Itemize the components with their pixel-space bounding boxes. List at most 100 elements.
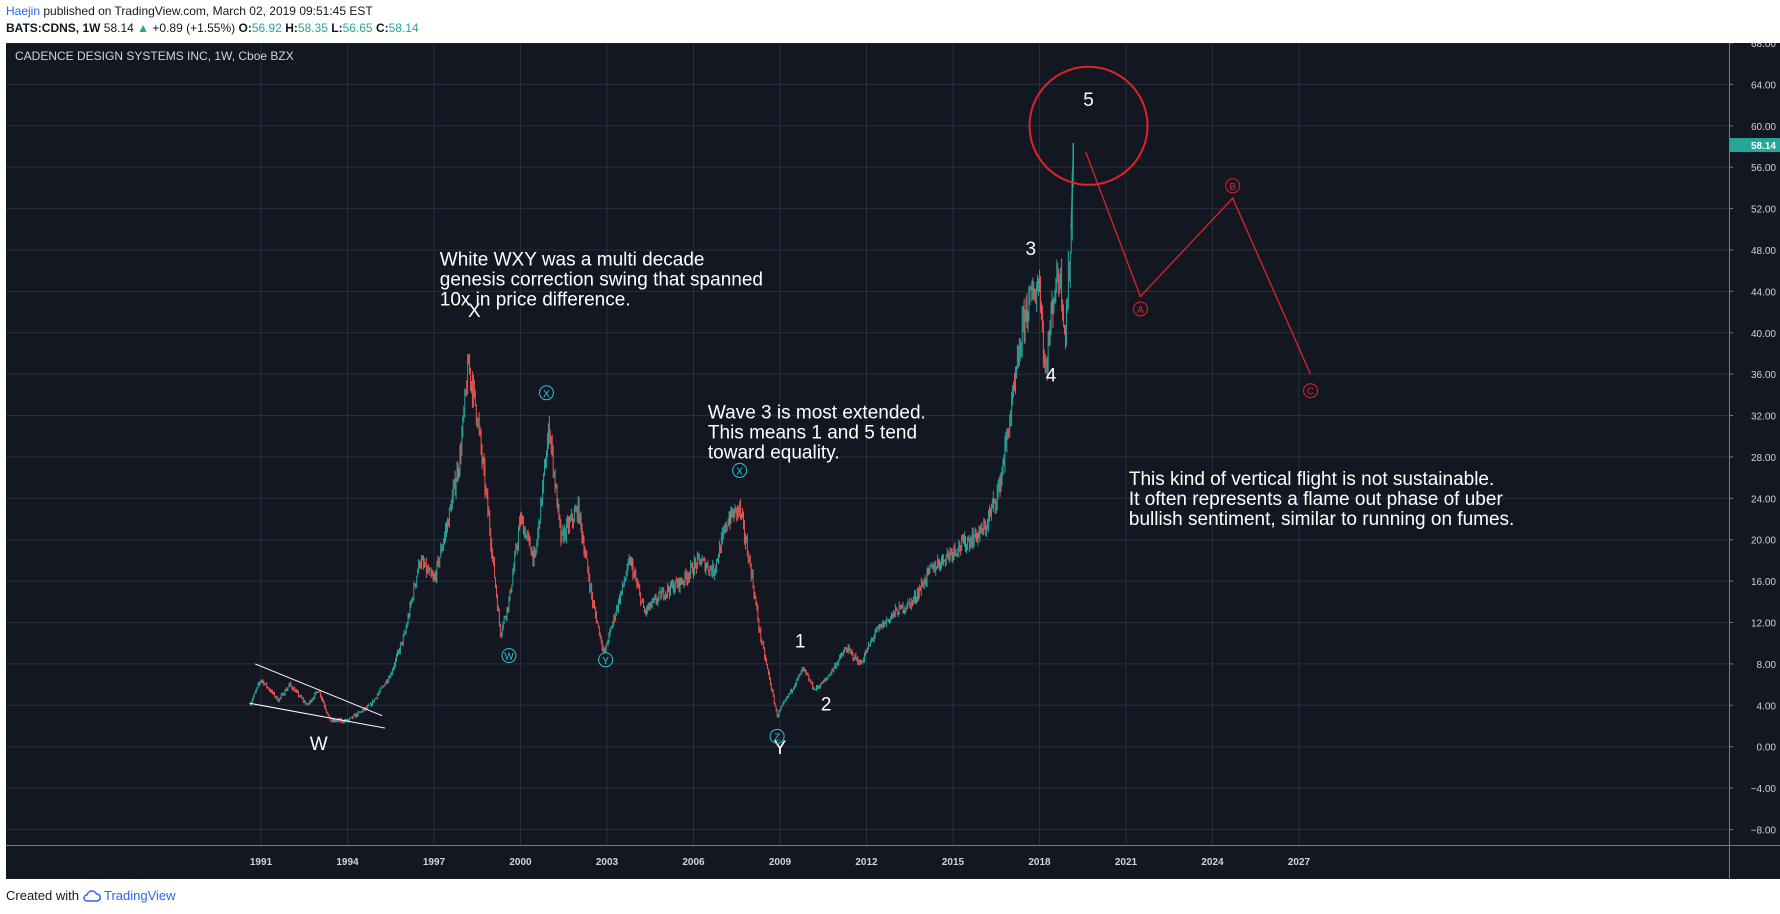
- x-axis-tick-label: 2021: [1115, 857, 1138, 868]
- annotation-3-line: bullish sentiment, similar to running on…: [1129, 509, 1514, 530]
- annotation-3-line: This kind of vertical flight is not sust…: [1129, 469, 1494, 490]
- y-axis-tick-label: 8.00: [1757, 660, 1777, 671]
- x-axis-tick-label: 2006: [682, 857, 705, 868]
- x-axis-tick-label: 2009: [769, 857, 792, 868]
- last-price: 58.14: [103, 21, 134, 35]
- tradingview-brand: TradingView: [103, 888, 176, 903]
- y-axis-tick-label: 40.00: [1751, 329, 1776, 340]
- wave-label-1: 1: [795, 631, 806, 652]
- cloud-icon: [83, 889, 101, 902]
- created-with-text: Created with: [6, 888, 79, 903]
- circled-label-w: W: [504, 652, 514, 663]
- high-label: H:: [285, 21, 298, 35]
- y-axis-tick-label: 64.00: [1751, 80, 1776, 91]
- grid-lines: [6, 43, 1729, 845]
- x-axis-tick-label: 1991: [250, 857, 273, 868]
- high-value: 58.35: [297, 21, 328, 35]
- price-change: +0.89 (+1.55%): [152, 21, 236, 35]
- circled-label-ring: [769, 728, 785, 744]
- circled-label-y: Y: [602, 656, 609, 667]
- wave-5-circle: [1028, 65, 1149, 186]
- close-value: 58.14: [388, 21, 419, 35]
- up-arrow-icon: ▲: [137, 21, 150, 35]
- wedge-trendline: [255, 663, 383, 717]
- y-axis-tick-label: 16.00: [1751, 577, 1776, 588]
- author-link[interactable]: Haejin: [6, 4, 41, 18]
- y-axis-tick-label: −8.00: [1751, 825, 1777, 836]
- publish-header: Haejin published on TradingView.com, Mar…: [6, 4, 373, 19]
- wedge-trendline: [249, 702, 386, 729]
- circled-label-ring: [1303, 383, 1319, 399]
- wave-label-2: 2: [821, 694, 832, 715]
- x-axis-tick-label: 1997: [423, 857, 446, 868]
- x-axis-tick-label: 2027: [1288, 857, 1311, 868]
- wave-label-4: 4: [1046, 365, 1057, 386]
- circled-label-ring: [1132, 301, 1148, 317]
- y-axis-tick-label: 24.00: [1751, 494, 1776, 505]
- annotation-2-line: Wave 3 is most extended.: [708, 403, 926, 424]
- y-axis-tick-label: 48.00: [1751, 246, 1776, 257]
- candles: [249, 142, 1074, 724]
- axes: 68.0064.0060.0056.0052.0048.0044.0040.00…: [6, 43, 1780, 879]
- y-axis-tick-label: 4.00: [1757, 701, 1777, 712]
- candle: [1070, 157, 1074, 230]
- circled-label-c: C: [1307, 387, 1314, 398]
- open-label: O:: [238, 21, 252, 35]
- annotation-1-line: genesis correction swing that spanned: [440, 269, 763, 290]
- circled-label-z: Z: [774, 732, 780, 743]
- circled-label-b: B: [1229, 182, 1236, 193]
- symbol-info-bar: BATS:CDNS, 1W 58.14 ▲ +0.89 (+1.55%) O:5…: [6, 21, 419, 36]
- y-axis-tick-label: 52.00: [1751, 205, 1776, 216]
- y-axis-tick-label: 20.00: [1751, 536, 1776, 547]
- x-axis-tick-label: 1994: [336, 857, 359, 868]
- circled-label-ring: [732, 462, 748, 478]
- wave-label-x: X: [468, 301, 481, 322]
- wave-label-5: 5: [1083, 90, 1094, 111]
- tradingview-logo[interactable]: TradingView: [83, 888, 176, 903]
- y-axis-tick-label: 32.00: [1751, 412, 1776, 423]
- symbol-interval: BATS:CDNS, 1W: [6, 21, 101, 35]
- drawings: [249, 65, 1312, 729]
- wave-label-3: 3: [1026, 239, 1037, 260]
- circled-label-a: A: [1137, 305, 1144, 316]
- annotation-2-line: toward equality.: [708, 443, 840, 464]
- low-label: L:: [331, 21, 343, 35]
- annotation-1-line: 10x in price difference.: [440, 289, 631, 310]
- open-value: 56.92: [251, 21, 282, 35]
- circled-label-x: X: [736, 466, 743, 477]
- circled-label-ring: [1225, 178, 1241, 194]
- circled-label-ring: [538, 385, 554, 401]
- circled-label-x: X: [543, 389, 550, 400]
- x-axis-tick-label: 2018: [1028, 857, 1051, 868]
- y-axis-tick-label: 68.00: [1751, 43, 1776, 50]
- circled-label-ring: [598, 652, 614, 668]
- close-label: C:: [375, 21, 389, 35]
- annotation-3-line: It often represents a flame out phase of…: [1129, 489, 1504, 510]
- wave-label-w: W: [310, 734, 328, 755]
- y-axis-tick-label: 56.00: [1751, 163, 1776, 174]
- y-axis-tick-label: 44.00: [1751, 287, 1776, 298]
- last-price-marker: [1730, 138, 1780, 153]
- y-axis-tick-label: 28.00: [1751, 453, 1776, 464]
- circled-label-ring: [501, 648, 517, 664]
- annotation-1-line: White WXY was a multi decade: [440, 249, 705, 270]
- x-axis-tick-label: 2024: [1201, 857, 1224, 868]
- x-axis-tick-label: 2003: [596, 857, 619, 868]
- y-axis-tick-label: 0.00: [1757, 743, 1777, 754]
- footer: Created with TradingView: [6, 888, 176, 903]
- chart-legend-title: CADENCE DESIGN SYSTEMS INC, 1W, Cboe BZX: [15, 49, 294, 63]
- projection-path: [1084, 151, 1312, 375]
- y-axis-tick-label: 12.00: [1751, 619, 1776, 630]
- x-axis-tick-label: 2000: [509, 857, 532, 868]
- x-axis-tick-label: 2015: [942, 857, 965, 868]
- annotation-2-line: This means 1 and 5 tend: [708, 423, 917, 444]
- x-axis-tick-label: 2012: [855, 857, 878, 868]
- last-price-label: 58.14: [1751, 141, 1776, 152]
- y-axis-tick-label: 36.00: [1751, 370, 1776, 381]
- publish-info: published on TradingView.com, March 02, …: [43, 4, 373, 18]
- y-axis-tick-label: −4.00: [1751, 784, 1777, 795]
